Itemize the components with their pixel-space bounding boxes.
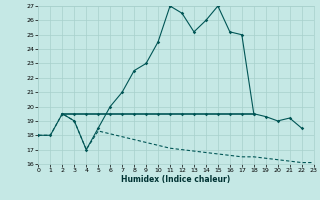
X-axis label: Humidex (Indice chaleur): Humidex (Indice chaleur) bbox=[121, 175, 231, 184]
